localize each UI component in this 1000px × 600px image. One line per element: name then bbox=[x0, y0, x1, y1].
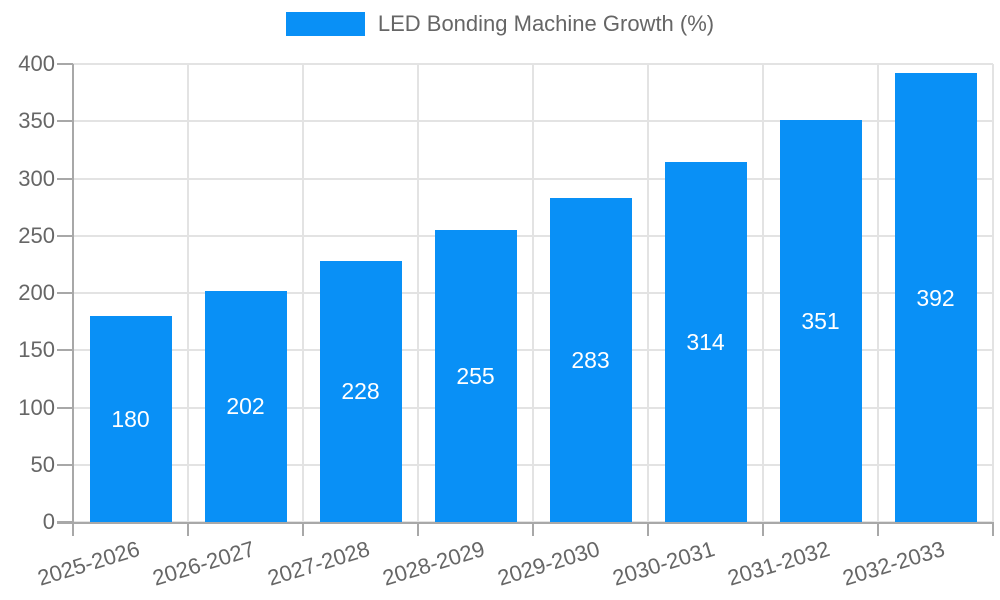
bar[interactable] bbox=[894, 73, 977, 522]
x-grid-line bbox=[302, 64, 304, 522]
x-tick-label: 2028-2029 bbox=[379, 536, 488, 591]
x-axis-line bbox=[57, 522, 993, 524]
x-tick-mark bbox=[877, 522, 879, 536]
y-tick-label: 100 bbox=[18, 394, 55, 420]
bar[interactable] bbox=[434, 230, 517, 522]
y-axis-line bbox=[72, 64, 74, 536]
bar[interactable] bbox=[319, 260, 402, 522]
y-tick-mark bbox=[57, 349, 73, 352]
y-tick-mark bbox=[57, 234, 73, 237]
x-tick-mark bbox=[532, 522, 534, 536]
y-tick-label: 350 bbox=[18, 108, 55, 134]
y-tick-mark bbox=[57, 406, 73, 409]
bar[interactable] bbox=[204, 290, 287, 522]
y-tick-label: 150 bbox=[18, 337, 55, 363]
bar-value-label: 228 bbox=[341, 378, 380, 405]
y-tick-label: 300 bbox=[18, 165, 55, 191]
x-grid-line bbox=[417, 64, 419, 522]
y-tick-label: 50 bbox=[30, 451, 55, 477]
x-tick-label: 2030-2031 bbox=[609, 536, 718, 591]
bar[interactable] bbox=[89, 315, 172, 522]
x-tick-label: 2029-2030 bbox=[494, 536, 603, 591]
legend-label: LED Bonding Machine Growth (%) bbox=[377, 11, 715, 36]
legend-color-swatch bbox=[285, 12, 365, 36]
x-tick-label: 2031-2032 bbox=[724, 536, 833, 591]
x-grid-line bbox=[992, 64, 994, 522]
x-grid-line bbox=[762, 64, 764, 522]
bar[interactable] bbox=[549, 197, 632, 522]
x-tick-mark bbox=[762, 522, 764, 536]
bar-value-label: 392 bbox=[916, 284, 955, 311]
y-tick-label: 0 bbox=[42, 509, 55, 534]
y-tick-mark bbox=[57, 177, 73, 180]
bar-value-label: 283 bbox=[571, 346, 610, 373]
x-tick-mark bbox=[992, 522, 994, 536]
y-tick-mark bbox=[57, 292, 73, 294]
x-tick-label: 2026-2027 bbox=[149, 536, 258, 591]
legend-item[interactable]: LED Bonding Machine Growth (%) bbox=[285, 11, 715, 36]
y-tick-label: 250 bbox=[18, 222, 55, 248]
x-grid-line bbox=[647, 64, 649, 522]
bar[interactable] bbox=[779, 120, 862, 522]
x-tick-label: 2032-2033 bbox=[839, 536, 948, 591]
bar[interactable] bbox=[664, 162, 747, 522]
x-tick-mark bbox=[187, 522, 189, 536]
x-tick-label: 2027-2028 bbox=[264, 536, 373, 591]
y-tick-mark bbox=[57, 463, 73, 466]
x-grid-line bbox=[532, 64, 534, 522]
bar-value-label: 202 bbox=[226, 393, 265, 420]
bar-value-label: 255 bbox=[456, 363, 495, 389]
chart-legend: LED Bonding Machine Growth (%) bbox=[0, 0, 1000, 48]
y-tick-label: 400 bbox=[18, 51, 55, 76]
x-tick-mark bbox=[417, 522, 419, 536]
x-tick-mark bbox=[302, 522, 304, 536]
y-tick-mark bbox=[57, 120, 73, 123]
x-grid-line bbox=[877, 64, 879, 522]
x-tick-mark bbox=[647, 522, 649, 536]
y-tick-mark bbox=[57, 63, 73, 65]
x-tick-label: 2025-2026 bbox=[34, 536, 143, 591]
bar-value-label: 180 bbox=[111, 405, 150, 432]
x-grid-line bbox=[187, 64, 189, 522]
bar-value-label: 314 bbox=[686, 329, 725, 356]
bar-value-label: 351 bbox=[801, 308, 840, 335]
y-tick-label: 200 bbox=[18, 280, 55, 305]
